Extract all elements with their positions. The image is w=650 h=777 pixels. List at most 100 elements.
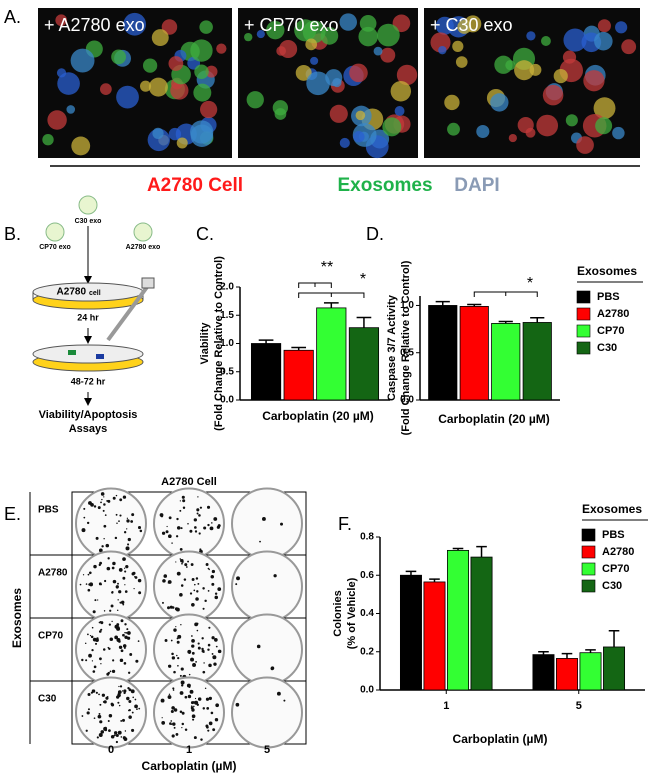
colony xyxy=(217,587,222,591)
colony xyxy=(125,546,130,551)
grid-title: A2780 Cell xyxy=(161,476,217,488)
cell xyxy=(266,20,285,40)
colony xyxy=(183,578,187,581)
colony xyxy=(203,662,205,664)
colony xyxy=(81,658,84,662)
colony xyxy=(197,496,199,498)
colony xyxy=(100,492,105,496)
colony xyxy=(176,654,178,657)
colony xyxy=(182,506,186,509)
cell xyxy=(536,114,559,137)
plate xyxy=(231,613,303,686)
colony xyxy=(206,505,211,509)
colony xyxy=(208,696,212,701)
bar xyxy=(447,549,469,691)
colony xyxy=(107,646,110,649)
colony xyxy=(120,649,124,653)
colony xyxy=(105,543,110,548)
bar xyxy=(579,652,602,691)
colony xyxy=(116,623,120,627)
colony xyxy=(207,589,210,592)
error-bar xyxy=(291,346,307,351)
colony xyxy=(137,526,142,530)
colony xyxy=(88,501,92,505)
colony xyxy=(211,582,215,586)
colony xyxy=(273,574,277,578)
y-tick-label: 0.0 xyxy=(360,685,374,696)
colony xyxy=(182,499,186,503)
colony xyxy=(119,685,123,688)
colony xyxy=(132,571,136,575)
cell xyxy=(490,93,509,112)
colony xyxy=(195,597,199,601)
colony xyxy=(212,728,216,732)
colony xyxy=(137,578,142,583)
bar xyxy=(556,658,578,691)
colony xyxy=(170,639,173,642)
cell xyxy=(452,40,464,52)
colony xyxy=(176,517,179,521)
error-bar xyxy=(452,547,464,551)
error-bar xyxy=(608,629,620,647)
colony xyxy=(102,509,105,512)
colony xyxy=(215,703,219,708)
colony xyxy=(98,563,101,567)
colony xyxy=(170,720,173,722)
cell xyxy=(256,29,265,39)
colony xyxy=(87,633,89,636)
cell xyxy=(294,19,317,42)
colony xyxy=(100,663,102,665)
colony xyxy=(196,512,199,515)
colony xyxy=(111,591,114,594)
column-label: 0 xyxy=(108,744,114,756)
colony xyxy=(181,562,183,565)
cell xyxy=(151,29,169,47)
colony xyxy=(99,657,102,661)
colony xyxy=(116,609,119,612)
plate xyxy=(231,676,303,749)
colony xyxy=(86,521,90,525)
colony xyxy=(103,726,108,731)
colony xyxy=(193,589,196,592)
colony xyxy=(118,645,123,650)
colony xyxy=(136,708,138,711)
legend-text: A2780 Cell xyxy=(147,175,243,196)
colony xyxy=(97,506,101,510)
diagram-shapes xyxy=(32,226,155,406)
legend-swatch xyxy=(576,341,591,355)
colony xyxy=(111,620,113,623)
colony xyxy=(121,600,125,605)
annotation: * xyxy=(527,275,533,292)
colony xyxy=(103,538,105,540)
legend-label: CP70 xyxy=(602,563,630,575)
colony xyxy=(179,509,182,512)
colony xyxy=(198,532,201,535)
colony xyxy=(103,610,106,612)
colony xyxy=(107,499,111,503)
grid-xlabel: Carboplatin (µM) xyxy=(142,759,237,773)
colony xyxy=(118,685,120,688)
colony xyxy=(122,718,125,722)
exosome-label: A2780 exo xyxy=(126,244,161,251)
cell xyxy=(111,49,126,65)
error-bar xyxy=(476,545,487,558)
colony xyxy=(131,728,135,732)
cell xyxy=(140,80,152,92)
colony xyxy=(126,528,128,530)
colony xyxy=(199,506,203,509)
y-tick-label: 0.5 xyxy=(220,366,234,377)
colony xyxy=(104,514,107,516)
legend-swatch xyxy=(581,579,596,593)
row-label: PBS xyxy=(38,505,59,516)
colony xyxy=(116,522,118,525)
colony xyxy=(128,715,132,719)
colony xyxy=(194,530,198,533)
y-axis-label: Caspase 3/7 Activity xyxy=(386,294,398,401)
bar xyxy=(348,327,380,401)
x-axis-label: Carboplatin (20 µM) xyxy=(262,409,374,423)
colony xyxy=(176,526,181,530)
colony xyxy=(99,720,103,724)
colony xyxy=(210,711,214,715)
plate xyxy=(153,613,225,686)
colony xyxy=(196,590,199,593)
